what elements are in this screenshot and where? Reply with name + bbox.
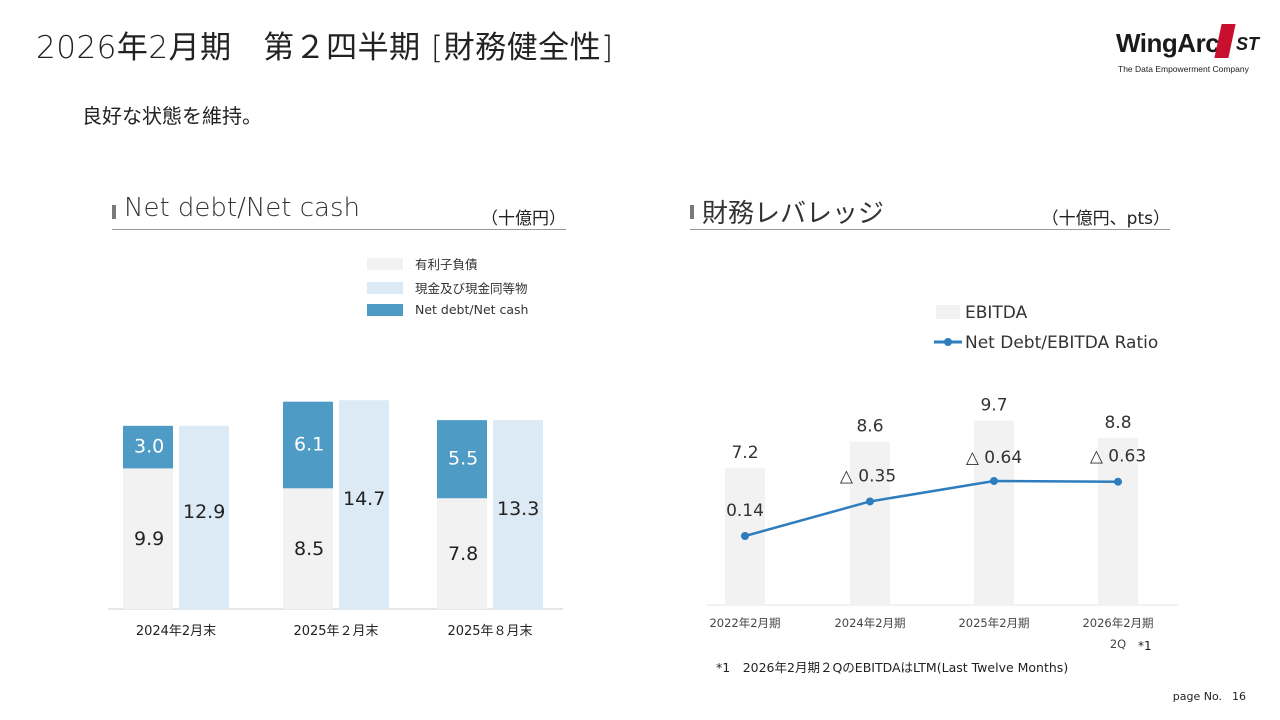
x-tick-label: 2025年２月末 [293,624,378,639]
data-label-ebitda: 9.7 [980,396,1007,416]
right-section-header: 財務レバレッジ （十億円、pts） [690,190,1170,230]
x-tick-label: 2026年2月期 [1082,616,1153,630]
logo-suffix: ST [1236,34,1260,54]
data-label-debt: 9.9 [134,528,164,550]
legend-label: 有利子負債 [415,257,478,272]
legend-label-ratio: Net Debt/EBITDA Ratio [965,333,1158,353]
left-section-unit: （十億円） [481,209,566,229]
x-tick-label: 2022年2月期 [709,616,780,630]
bar-cash [493,420,543,609]
data-label-ebitda: 8.6 [856,417,883,437]
data-label-net: 3.0 [134,436,164,458]
ratio-line [744,479,1119,538]
x-tick-label: 2024年2月期 [834,616,905,630]
bar-cash [339,400,389,609]
ratio-point [866,497,874,506]
data-label-ratio: 0.14 [726,501,764,521]
logo-tagline: The Data Empowerment Company [1118,64,1249,74]
section-marker [112,205,116,219]
legend-marker-ratio [944,338,952,346]
bar-cash [179,425,229,609]
data-label-net: 5.5 [448,448,478,470]
x-tick-note-mark: *1 [1138,639,1152,653]
bar-ebitda [1098,437,1138,605]
bar-debt [437,498,487,609]
data-label-ratio: △ 0.64 [966,448,1022,468]
page-title: 2026年2月期 第２四半期 [財務健全性] [36,30,614,66]
x-tick-note: 2Q [1110,637,1126,651]
legend-label: Net debt/Net cash [415,302,529,317]
ratio-point [990,477,998,486]
legend-swatch-debt [367,257,403,270]
legend-label: 現金及び現金同等物 [415,281,528,296]
data-label-cash: 12.9 [183,501,225,523]
right-section-title: 財務レバレッジ [702,199,885,229]
right-section-unit: （十億円、pts） [1041,209,1170,229]
footnote: *1 2026年2月期２QのEBITDAはLTM(Last Twelve Mon… [716,660,1069,675]
data-label-debt: 8.5 [294,538,324,560]
bar-net [283,401,333,489]
legend-item-debt: 有利子負債 [367,254,478,273]
logo-wordmark: WingArc [1116,28,1220,58]
page-number-value: 16 [1232,690,1246,703]
left-section-header: Net debt/Net cash （十億円） [112,190,566,230]
page-number: page No. 16 [1173,690,1246,703]
data-label-ebitda: 7.2 [731,443,758,463]
x-tick-label: 2025年８月末 [447,624,532,639]
bar-ebitda [974,420,1014,605]
legend-label-ebitda: EBITDA [965,303,1028,323]
bar-net [123,425,173,469]
page-label: page No. [1172,690,1222,703]
bar-net [437,420,487,499]
bar-ebitda [850,441,890,605]
data-label-ratio: △ 0.35 [840,466,896,486]
data-label-ratio: △ 0.63 [1090,447,1146,467]
legend-swatch-net [367,303,403,316]
page-subtitle: 良好な状態を維持。 [82,104,262,128]
data-label-ebitda: 8.8 [1104,413,1131,433]
bar-debt [123,468,173,609]
wingarc-logo: WingArc ST The Data Empowerment Company [1112,20,1262,80]
ratio-point [741,532,749,540]
legend-item-cash: 現金及び現金同等物 [367,278,528,297]
legend-item-net: Net debt/Net cash [367,302,528,317]
data-label-cash: 13.3 [497,498,539,520]
left-section-title: Net debt/Net cash [124,193,361,223]
section-marker [690,205,694,219]
data-label-debt: 7.8 [448,543,478,565]
legend-swatch-ebitda [936,305,960,319]
bar-debt [283,488,333,609]
data-label-cash: 14.7 [343,488,385,510]
x-tick-label: 2024年2月末 [136,624,216,639]
data-label-net: 6.1 [294,433,324,455]
legend-swatch-cash [367,281,403,294]
ratio-point [1114,477,1122,486]
x-tick-label: 2025年2月期 [958,616,1029,630]
